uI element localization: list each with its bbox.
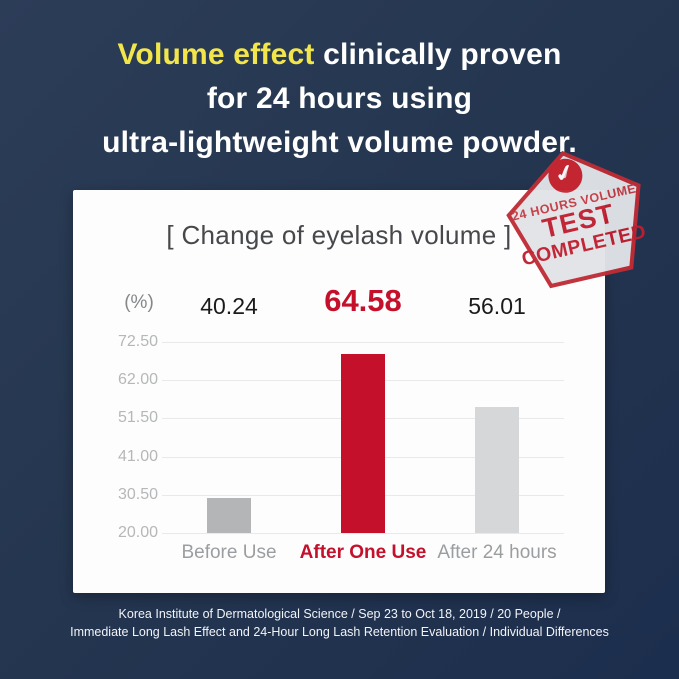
footnote-line1: Korea Institute of Dermatological Scienc…	[118, 607, 561, 621]
x-axis-label-after-24-hours: After 24 hours	[437, 542, 557, 563]
footnote-line2: Immediate Long Lash Effect and 24-Hour L…	[70, 625, 609, 639]
y-axis-tick-label: 20.00	[117, 524, 158, 541]
y-axis-tick-label: 30.50	[117, 485, 158, 503]
y-axis-tick-label: 62.00	[117, 371, 158, 389]
x-axis-label-after-one-use: After One Use	[299, 542, 427, 563]
chart-title: [ Change of eyelash volume ]	[166, 220, 512, 250]
study-footnote: Korea Institute of Dermatological Scienc…	[0, 605, 679, 641]
bar-value-label-after-one-use: 64.58	[324, 283, 402, 318]
y-axis-tick-label: 41.00	[117, 447, 158, 465]
grid-line	[162, 342, 564, 343]
checkmark-icon: ✓	[552, 158, 577, 188]
headline-line1: Volume effect clinically proven	[0, 33, 679, 77]
y-axis-tick-label: 51.50	[117, 409, 158, 427]
headline-line3: ultra-lightweight volume powder.	[102, 126, 577, 159]
x-axis-label-before-use: Before Use	[181, 542, 277, 563]
bar-after-24-hours	[475, 407, 519, 533]
headline-line2: for 24 hours using	[206, 82, 473, 115]
headline-line1-rest: clinically proven	[314, 38, 562, 71]
chart-card: [ Change of eyelash volume ] (%) 72.50 62…	[73, 190, 605, 593]
headline: Volume effect clinically proven for 24 h…	[0, 33, 679, 165]
headline-highlight: Volume effect	[117, 38, 315, 71]
bar-value-label-before-use: 40.24	[200, 293, 258, 319]
y-axis-unit-label: (%)	[124, 292, 154, 313]
bar-after-one-use	[341, 354, 385, 533]
bar-value-label-after-24-hours: 56.01	[468, 293, 526, 319]
bar-before-use	[207, 498, 251, 533]
y-axis-tick-label: 72.50	[117, 333, 158, 350]
grid-line	[162, 533, 564, 534]
